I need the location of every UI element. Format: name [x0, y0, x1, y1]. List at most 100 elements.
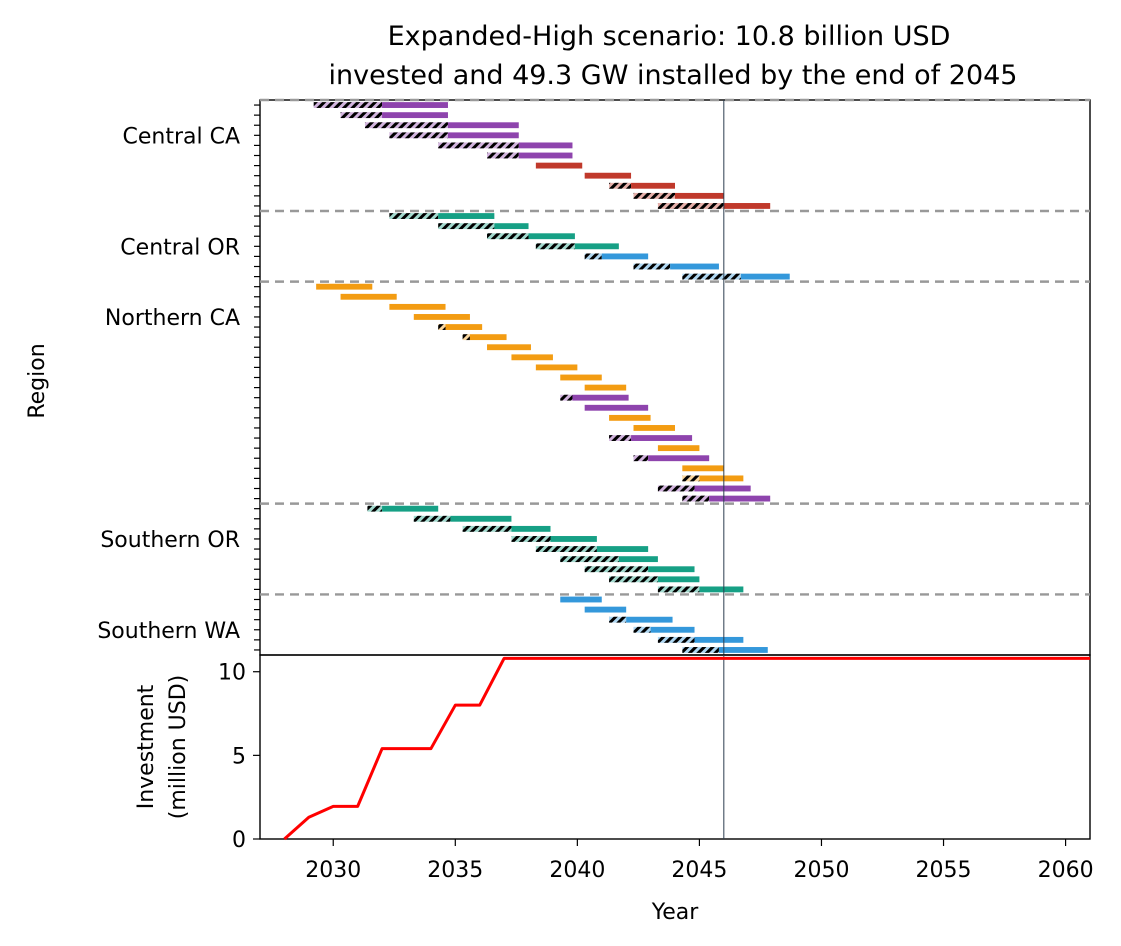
construction-bar	[447, 122, 519, 129]
construction-bar	[382, 102, 448, 108]
planning-bar-hatch	[657, 586, 700, 593]
region-label: Central CA	[122, 124, 240, 149]
planning-bar-hatch	[682, 647, 719, 653]
construction-bar	[601, 253, 649, 260]
planning-bar-hatch	[633, 455, 649, 462]
x-tick-label: 2030	[305, 858, 361, 883]
planning-bar-hatch	[389, 132, 448, 139]
construction-bar	[648, 566, 695, 573]
construction-bar	[518, 152, 573, 159]
chart-title-line1: Expanded-High scenario: 10.8 billion USD	[388, 21, 951, 52]
construction-bar	[584, 172, 632, 179]
planning-bar-hatch	[462, 525, 512, 532]
construction-bar	[618, 556, 658, 563]
x-tick-label: 2045	[671, 858, 727, 883]
planning-bar-hatch	[560, 556, 619, 563]
construction-bar	[572, 394, 629, 401]
construction-bar	[675, 192, 724, 199]
construction-bar	[535, 364, 578, 371]
construction-bar	[340, 293, 397, 300]
construction-bar	[518, 142, 573, 149]
construction-bar	[511, 525, 551, 532]
construction-bar	[560, 596, 602, 603]
construction-bar	[445, 324, 483, 330]
construction-bar	[723, 203, 771, 209]
region-label: Southern OR	[100, 528, 240, 553]
investment-series-line	[283, 656, 1090, 841]
planning-bar-hatch	[438, 142, 519, 149]
planning-bar-hatch	[313, 102, 383, 108]
construction-bar	[657, 576, 700, 583]
investment-y-axis-label-line2: (million USD)	[166, 675, 191, 819]
construction-bar	[626, 616, 673, 623]
construction-bar	[650, 626, 695, 633]
construction-bar	[316, 283, 373, 290]
planning-bar-hatch	[657, 485, 695, 492]
x-tick-label: 2035	[427, 858, 483, 883]
planning-bar-hatch	[535, 546, 597, 552]
construction-bar	[450, 515, 512, 522]
chart-title-line2: invested and 49.3 GW installed by the en…	[329, 60, 1018, 91]
construction-bar	[648, 455, 710, 462]
planning-bar-hatch	[609, 435, 632, 441]
construction-bar	[550, 536, 597, 542]
construction-bar	[535, 162, 583, 169]
planning-bar-hatch	[682, 495, 710, 502]
investment-frame	[259, 654, 1091, 840]
planning-bar-hatch	[367, 505, 383, 512]
planning-bar-hatch	[438, 324, 446, 330]
construction-bar	[413, 314, 470, 320]
planning-bar-hatch	[609, 182, 632, 189]
x-axis-label: Year	[651, 900, 700, 925]
gantt-chart: Central CA Central OR Northern CA Southern …	[97, 98, 1091, 656]
planning-bar-hatch	[633, 263, 671, 270]
region-label: Southern WA	[97, 619, 240, 644]
construction-bar	[631, 435, 693, 441]
region-label: Northern CA	[105, 306, 240, 331]
construction-bar	[494, 223, 529, 230]
planning-bar-hatch	[535, 243, 575, 250]
construction-bar	[682, 465, 724, 472]
construction-bar	[740, 273, 790, 280]
investment-chart: 2030 2035 2040 2045 2050 2055 2060 0 5 10	[218, 654, 1094, 883]
construction-bar	[596, 546, 649, 552]
region-label: Central OR	[120, 235, 240, 260]
construction-bar	[633, 425, 675, 431]
planning-bar-hatch	[487, 152, 519, 159]
planning-bar-hatch	[682, 475, 700, 482]
investment-y-axis-label-line1: Investment	[134, 684, 159, 809]
planning-bar-hatch	[657, 636, 695, 643]
planning-bar-hatch	[438, 223, 495, 230]
construction-bar	[699, 475, 744, 482]
construction-bar	[631, 182, 675, 189]
construction-bar	[382, 505, 439, 512]
construction-bar	[694, 485, 751, 492]
construction-bar	[447, 132, 519, 139]
y-tick-label: 5	[232, 744, 246, 769]
construction-bar	[469, 334, 507, 341]
planning-bar-hatch	[560, 394, 573, 401]
planning-bar-hatch	[462, 334, 470, 341]
planning-bar-hatch	[609, 576, 658, 583]
construction-bar	[718, 647, 768, 653]
construction-bar	[609, 414, 651, 421]
planning-bar-hatch	[340, 112, 383, 119]
x-tick-label: 2050	[793, 858, 849, 883]
x-tick-label: 2060	[1038, 858, 1094, 883]
planning-bar-hatch	[584, 253, 602, 260]
gantt-y-axis-label: Region	[25, 343, 50, 418]
construction-bar	[694, 636, 744, 643]
y-tick-label: 0	[232, 828, 246, 853]
planning-bar-hatch	[633, 626, 651, 633]
planning-bar-hatch	[584, 566, 649, 573]
x-tick-label: 2055	[916, 858, 972, 883]
construction-bar	[528, 233, 575, 240]
construction-bar	[584, 606, 627, 613]
planning-bar-hatch	[413, 515, 451, 522]
construction-bar	[699, 586, 744, 593]
construction-bar	[511, 354, 553, 361]
construction-bar	[389, 303, 446, 310]
construction-bar	[584, 404, 649, 411]
construction-bar	[657, 445, 700, 452]
